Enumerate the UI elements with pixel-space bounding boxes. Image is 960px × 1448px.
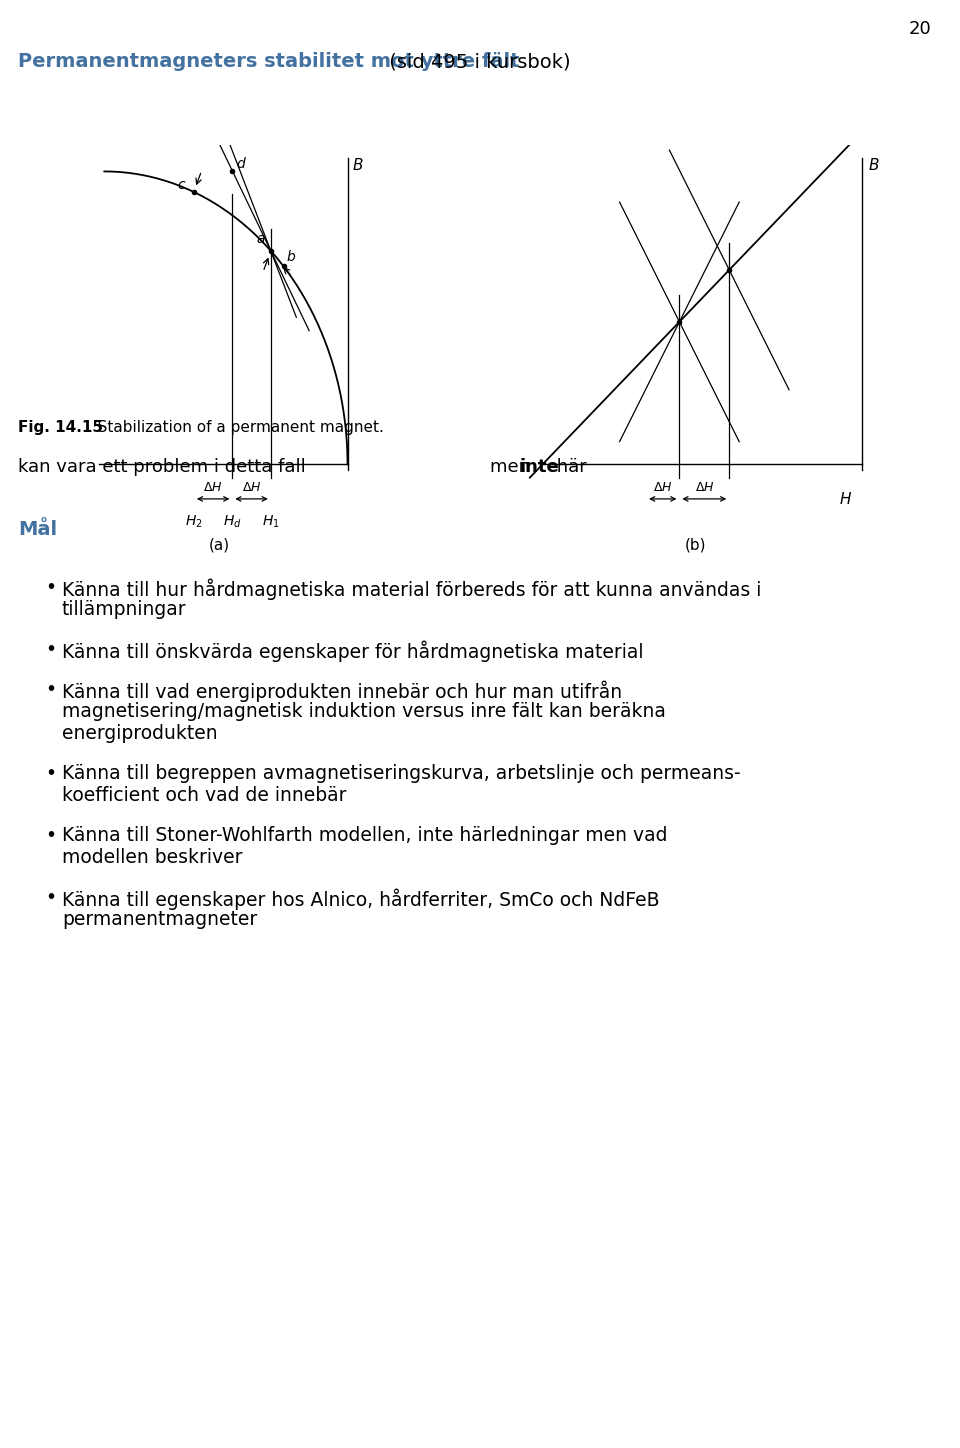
Text: koefficient och vad de innebär: koefficient och vad de innebär bbox=[62, 786, 347, 805]
Text: $\Delta H$: $\Delta H$ bbox=[694, 481, 714, 494]
Text: magnetisering/magnetisk induktion versus inre fält kan beräkna: magnetisering/magnetisk induktion versus… bbox=[62, 702, 666, 721]
Text: Permanentmagneters stabilitet mot yttre fält: Permanentmagneters stabilitet mot yttre … bbox=[18, 52, 519, 71]
Text: $H_2$: $H_2$ bbox=[185, 514, 203, 530]
Text: inte: inte bbox=[519, 458, 559, 476]
Text: men: men bbox=[490, 458, 536, 476]
Text: Känna till vad energiprodukten innebär och hur man utifrån: Känna till vad energiprodukten innebär o… bbox=[62, 681, 622, 701]
Text: (sid 495 i kursbok): (sid 495 i kursbok) bbox=[383, 52, 571, 71]
Text: •: • bbox=[45, 888, 56, 906]
Text: Känna till önskvärda egenskaper för hårdmagnetiska material: Känna till önskvärda egenskaper för hård… bbox=[62, 640, 643, 662]
Text: Känna till Stoner-Wohlfarth modellen, inte härledningar men vad: Känna till Stoner-Wohlfarth modellen, in… bbox=[62, 825, 667, 846]
Text: 20: 20 bbox=[908, 20, 931, 38]
Text: •: • bbox=[45, 681, 56, 699]
Text: •: • bbox=[45, 640, 56, 659]
Text: $\Delta H$: $\Delta H$ bbox=[653, 481, 673, 494]
Text: kan vara ett problem i detta fall: kan vara ett problem i detta fall bbox=[18, 458, 305, 476]
Text: (a): (a) bbox=[209, 537, 230, 553]
Text: B: B bbox=[869, 158, 879, 174]
Text: tillämpningar: tillämpningar bbox=[62, 599, 186, 618]
Text: Känna till begreppen avmagnetiseringskurva, arbetslinje och permeans-: Känna till begreppen avmagnetiseringskur… bbox=[62, 765, 740, 783]
Text: b: b bbox=[286, 251, 295, 264]
Text: Fig. 14.15: Fig. 14.15 bbox=[18, 420, 103, 434]
Text: Känna till hur hårdmagnetiska material förbereds för att kunna användas i: Känna till hur hårdmagnetiska material f… bbox=[62, 578, 761, 599]
Text: c: c bbox=[178, 178, 185, 193]
Text: (b): (b) bbox=[685, 537, 707, 553]
Text: här: här bbox=[551, 458, 587, 476]
Text: Känna till egenskaper hos Alnico, hårdferriter, SmCo och NdFeB: Känna till egenskaper hos Alnico, hårdfe… bbox=[62, 888, 660, 909]
Text: B: B bbox=[352, 158, 363, 174]
Text: a: a bbox=[256, 232, 265, 246]
Text: Stabilization of a permanent magnet.: Stabilization of a permanent magnet. bbox=[83, 420, 384, 434]
Text: $H_1$: $H_1$ bbox=[262, 514, 279, 530]
Text: energiprodukten: energiprodukten bbox=[62, 724, 218, 743]
Text: d: d bbox=[236, 158, 245, 171]
Text: •: • bbox=[45, 578, 56, 597]
Text: $\Delta H$: $\Delta H$ bbox=[242, 481, 261, 494]
Text: permanentmagneter: permanentmagneter bbox=[62, 909, 257, 930]
Text: $\Delta H$: $\Delta H$ bbox=[204, 481, 223, 494]
Text: H: H bbox=[840, 492, 852, 507]
Text: •: • bbox=[45, 825, 56, 846]
Text: Mål: Mål bbox=[18, 520, 58, 539]
Text: •: • bbox=[45, 765, 56, 783]
Text: modellen beskriver: modellen beskriver bbox=[62, 849, 243, 867]
Text: $H_d$: $H_d$ bbox=[223, 514, 242, 530]
